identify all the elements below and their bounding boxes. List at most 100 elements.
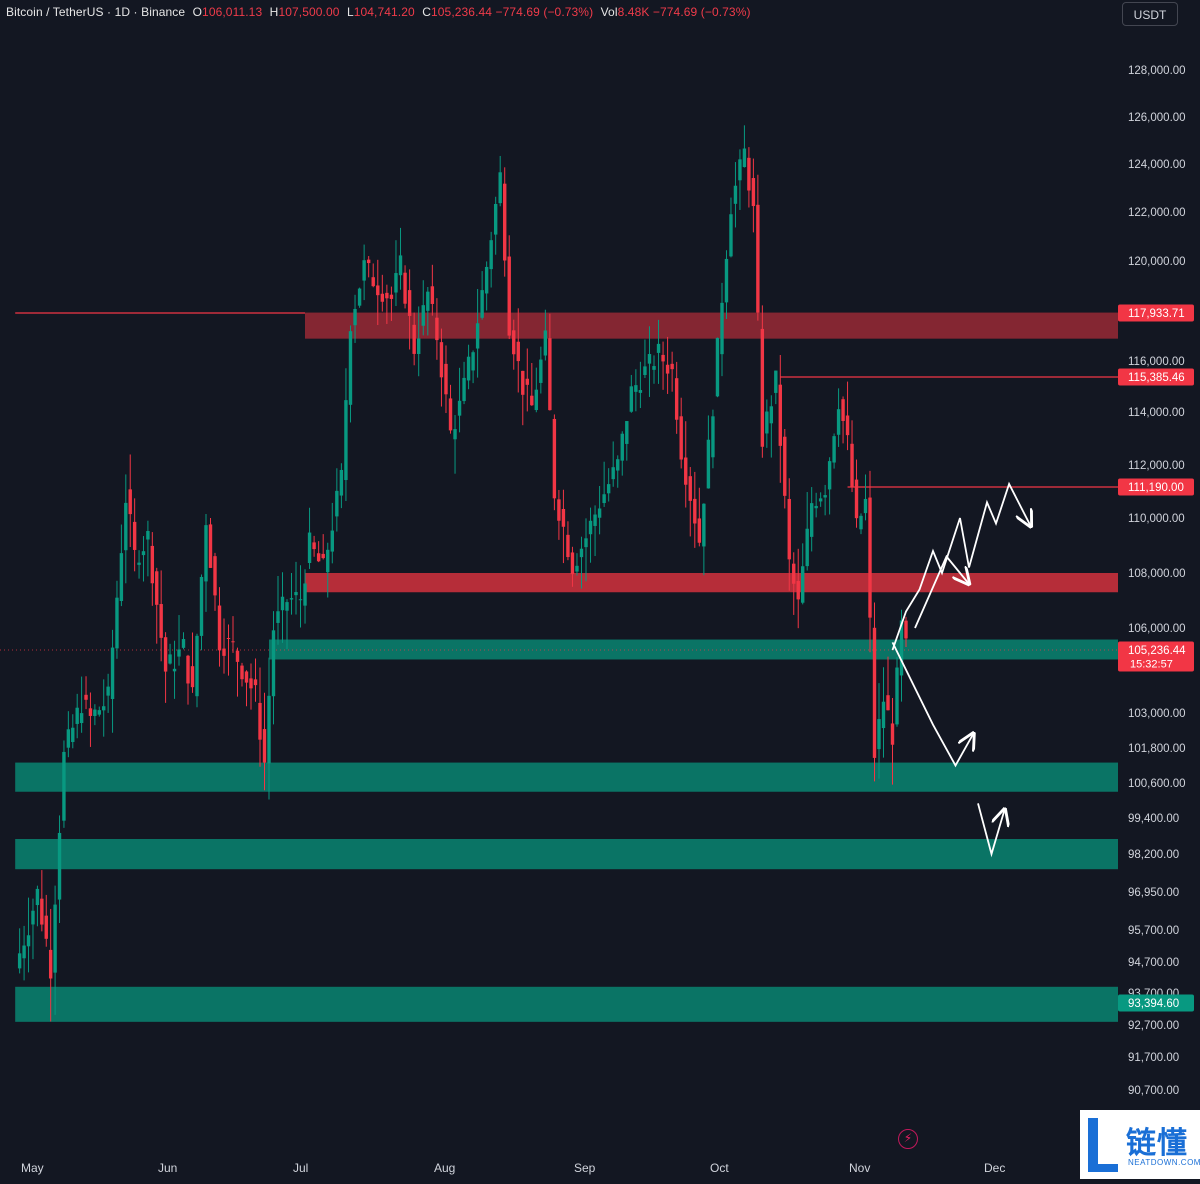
candle-body [895,667,899,725]
candle-body [606,484,611,494]
candle-body [534,389,539,411]
price-marker-4 [1118,994,1194,1012]
price-marker-3 [1118,641,1194,672]
candle-body [539,359,543,383]
price-markers-layer: 117,933.71 115,385.46 111,190.00 105,236.44… [1118,304,1194,1012]
logo-subtext: NEATDOWN.COM [1128,1158,1200,1167]
resistance-zone-0 [305,312,1118,339]
price-marker-label: 117,933.71 [1128,308,1185,320]
candle-body [380,293,385,302]
candle-body [872,627,877,758]
candle-body [271,630,276,697]
candle-body [498,172,502,204]
candle-body [611,467,615,480]
candle-body [102,706,106,711]
watermark-logo: 链懂 NEATDOWN.COM [1080,1110,1200,1179]
candle-body [868,497,872,618]
candle-body [128,489,132,515]
flash-icon[interactable]: ⚡ [898,1129,918,1149]
price-marker-0 [1118,304,1194,322]
candle-body [106,686,110,696]
candle-body [417,338,421,355]
candle-body [475,323,480,349]
candle-body [240,665,244,680]
candle-body [213,556,217,596]
candle-body [493,204,498,235]
candle-body [742,148,747,168]
candle-body [385,292,389,299]
candle-body [809,503,814,537]
candle-body [231,641,235,643]
candle-body [643,366,647,376]
logo-text: 链懂 [1126,1126,1188,1161]
candle-body [190,666,195,688]
price-marker-label: 115,385.46 [1128,372,1185,384]
candle-body [262,729,267,763]
time-tick-label: Dec [984,1161,1005,1175]
candle-body [321,553,325,559]
candle-body [412,324,416,354]
candle-body [765,411,769,434]
candle-body [693,498,697,524]
candle-body [339,469,344,496]
candle-body [316,553,321,562]
candle-body [634,385,638,392]
candle-body [625,421,629,444]
candle-body [444,363,448,395]
candle-body [832,436,836,463]
candle-body [62,751,66,821]
candle-body [904,620,908,639]
candle-body [729,214,733,257]
price-tick-label: 96,950.00 [1128,887,1179,899]
candle-body [521,370,525,395]
currency-button[interactable]: USDT [1122,2,1178,26]
candle-body [57,832,62,900]
candle-body [462,377,466,402]
candle-body [886,695,890,711]
candle-body [457,400,462,416]
price-tick-label: 103,000.00 [1128,708,1186,720]
candle-body [818,498,823,502]
candle-body [805,528,809,567]
candle-body [841,399,845,422]
candle-body [854,479,859,519]
candle-body [22,945,26,959]
price-tick-label: 116,000.00 [1128,356,1185,368]
candle-body [357,288,362,306]
candle-body [195,635,199,697]
ohlc-low: L104,741.20 [346,5,415,19]
candle-body [579,548,584,558]
scenario-paths-layer [891,481,1031,858]
candle-body [289,598,294,600]
time-tick-label: Aug [434,1161,455,1175]
candle-body [366,259,371,264]
candle-body [769,406,774,424]
candle-body [512,330,516,355]
candle-body [119,553,124,602]
horizontal-lines-layer [0,312,1118,651]
candle-body [656,343,661,353]
candle-body [353,308,357,326]
countdown-label: 15:32:57 [1130,659,1173,671]
candle-body [124,502,128,551]
candle-body [199,576,204,636]
candle-body [421,305,425,326]
candle-body [66,729,71,748]
symbol-title[interactable]: Bitcoin / TetherUS · 1D · Binance [6,5,186,19]
candle-body [31,910,35,925]
scenario-path-bearish-extension [977,803,1005,858]
candle-body [543,330,548,356]
price-tick-label: 120,000.00 [1128,256,1186,268]
candle-body [330,530,334,552]
candle-body [665,364,670,374]
candle-body [670,363,674,370]
candle-body [859,515,863,530]
price-tick-label: 90,700.00 [1128,1085,1179,1097]
candle-body [783,436,787,496]
price-marker-2 [1118,478,1194,496]
candle-body [507,256,511,336]
price-tick-label: 110,000.00 [1128,513,1185,525]
price-tick-label: 106,000.00 [1128,623,1186,635]
